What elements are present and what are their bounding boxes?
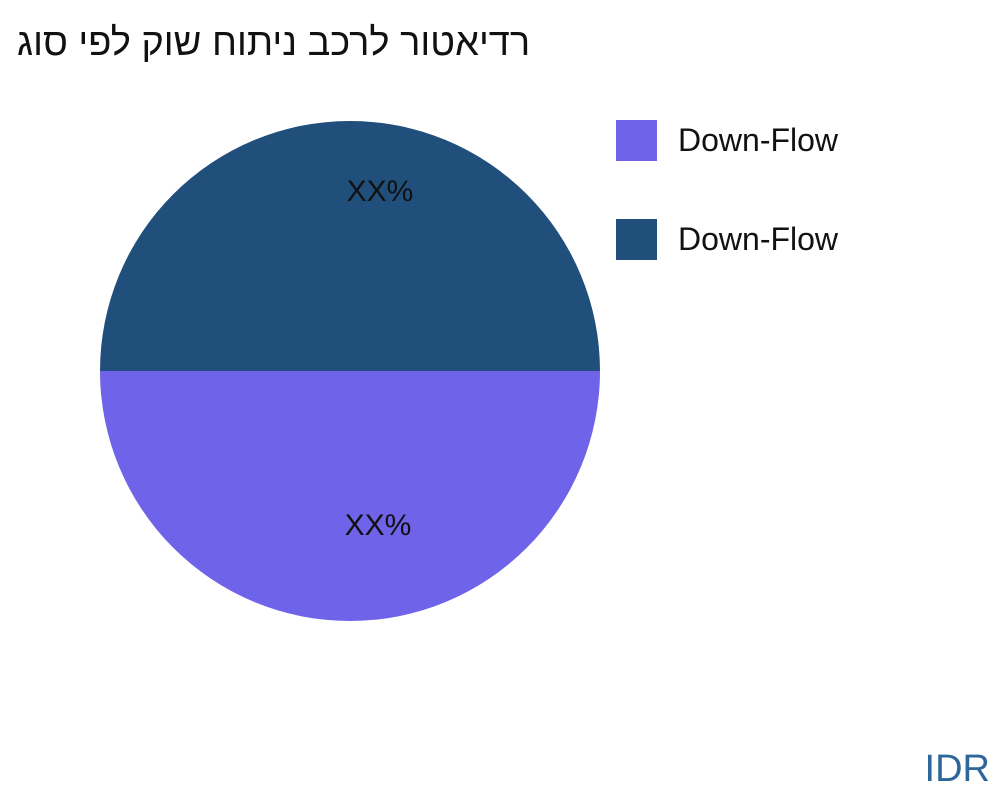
pie-chart [100, 121, 600, 621]
pie-slice-bottom [100, 371, 600, 621]
chart-title: גוס יפל קוש חותינ בכרל רוטאידר [17, 22, 531, 64]
legend-swatch-navy [616, 219, 657, 260]
pie-slice-top [100, 121, 600, 371]
legend-label: Down-Flow [678, 221, 839, 257]
legend-swatch-purple [616, 120, 657, 161]
legend-item: Down-Flow [616, 120, 838, 161]
watermark-idr: IDR [924, 748, 990, 790]
pie-value-label-top: XX% [346, 175, 414, 208]
pie-value-label-bottom: XX% [344, 509, 412, 542]
legend-label: Down-Flow [678, 122, 839, 158]
legend-item: Down-Flow [616, 219, 838, 260]
